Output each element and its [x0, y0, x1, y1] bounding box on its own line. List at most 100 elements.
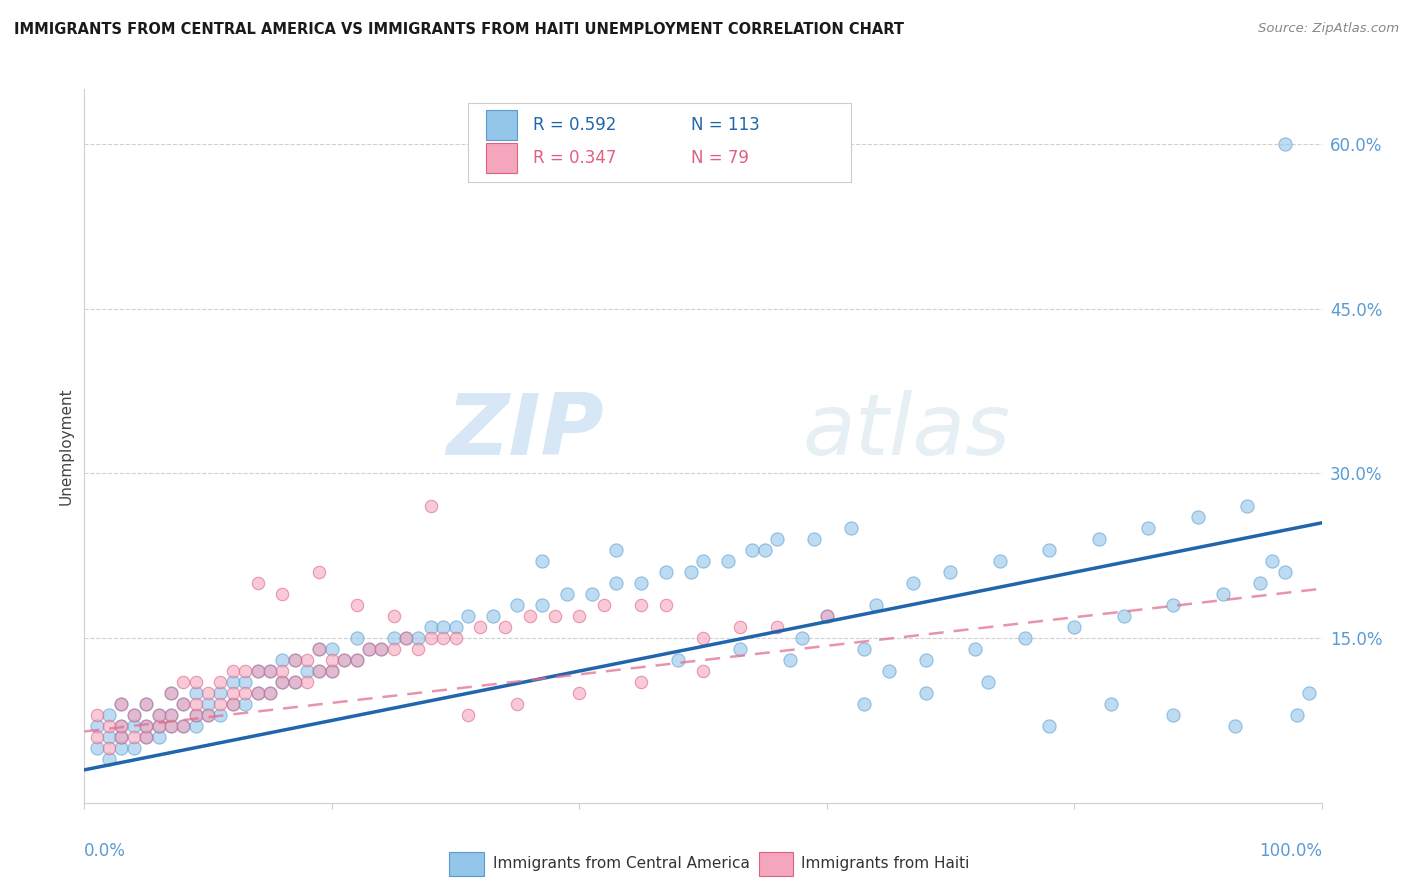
Point [209, 697, 232, 711]
Point [593, 598, 616, 612]
Point [172, 719, 194, 733]
Point [184, 719, 207, 733]
Point [122, 708, 145, 723]
Point [346, 631, 368, 645]
Point [233, 686, 256, 700]
Text: ZIP: ZIP [446, 390, 605, 474]
Point [321, 664, 343, 678]
Point [841, 521, 863, 535]
Point [519, 609, 541, 624]
Point [382, 609, 405, 624]
Point [184, 697, 207, 711]
Point [295, 653, 318, 667]
Point [605, 576, 627, 591]
Point [481, 609, 503, 624]
Point [197, 708, 219, 723]
Point [148, 719, 170, 733]
Point [98, 708, 121, 723]
Point [172, 675, 194, 690]
Point [122, 708, 145, 723]
Point [1298, 686, 1320, 700]
Point [717, 554, 740, 568]
Point [1112, 609, 1135, 624]
Point [346, 598, 368, 612]
Point [308, 664, 330, 678]
Point [382, 642, 405, 657]
Point [284, 653, 307, 667]
Point [692, 631, 714, 645]
Point [233, 675, 256, 690]
Point [86, 708, 108, 723]
Point [246, 686, 269, 700]
Point [259, 664, 281, 678]
Point [1099, 697, 1122, 711]
Point [271, 653, 294, 667]
Point [555, 587, 578, 601]
Point [865, 598, 887, 612]
Point [581, 587, 603, 601]
Point [1137, 521, 1160, 535]
Point [444, 620, 467, 634]
Point [506, 697, 529, 711]
Point [903, 576, 925, 591]
Point [295, 675, 318, 690]
Point [148, 708, 170, 723]
Point [1249, 576, 1271, 591]
Point [766, 533, 789, 547]
Point [135, 719, 157, 733]
Point [246, 576, 269, 591]
Point [222, 686, 245, 700]
Point [135, 719, 157, 733]
Point [1223, 719, 1246, 733]
Text: Immigrants from Haiti: Immigrants from Haiti [801, 856, 969, 871]
Point [605, 543, 627, 558]
Point [1274, 566, 1296, 580]
Point [852, 642, 875, 657]
Point [98, 719, 121, 733]
Point [246, 664, 269, 678]
Point [728, 642, 751, 657]
Point [803, 533, 825, 547]
Point [988, 554, 1011, 568]
Point [779, 653, 801, 667]
Point [110, 719, 132, 733]
Point [370, 642, 392, 657]
Point [419, 620, 441, 634]
Point [321, 653, 343, 667]
Point [357, 642, 380, 657]
Point [284, 675, 307, 690]
Point [135, 730, 157, 744]
Point [333, 653, 356, 667]
Point [666, 653, 689, 667]
Point [122, 740, 145, 755]
Point [728, 620, 751, 634]
Point [965, 642, 987, 657]
Point [259, 686, 281, 700]
Point [271, 675, 294, 690]
Point [110, 740, 132, 755]
Point [444, 631, 467, 645]
Point [790, 631, 813, 645]
Point [494, 620, 516, 634]
Point [1063, 620, 1085, 634]
Text: 100.0%: 100.0% [1258, 842, 1322, 860]
Point [1187, 510, 1209, 524]
Point [1038, 719, 1060, 733]
Point [543, 609, 565, 624]
Point [172, 697, 194, 711]
Y-axis label: Unemployment: Unemployment [58, 387, 73, 505]
Point [222, 675, 245, 690]
Point [1261, 554, 1284, 568]
Point [346, 653, 368, 667]
Point [1212, 587, 1234, 601]
Point [357, 642, 380, 657]
Point [172, 697, 194, 711]
Point [98, 730, 121, 744]
Point [135, 697, 157, 711]
Point [197, 697, 219, 711]
Point [284, 675, 307, 690]
Point [308, 664, 330, 678]
Point [457, 708, 479, 723]
Point [1236, 500, 1258, 514]
Point [160, 708, 183, 723]
